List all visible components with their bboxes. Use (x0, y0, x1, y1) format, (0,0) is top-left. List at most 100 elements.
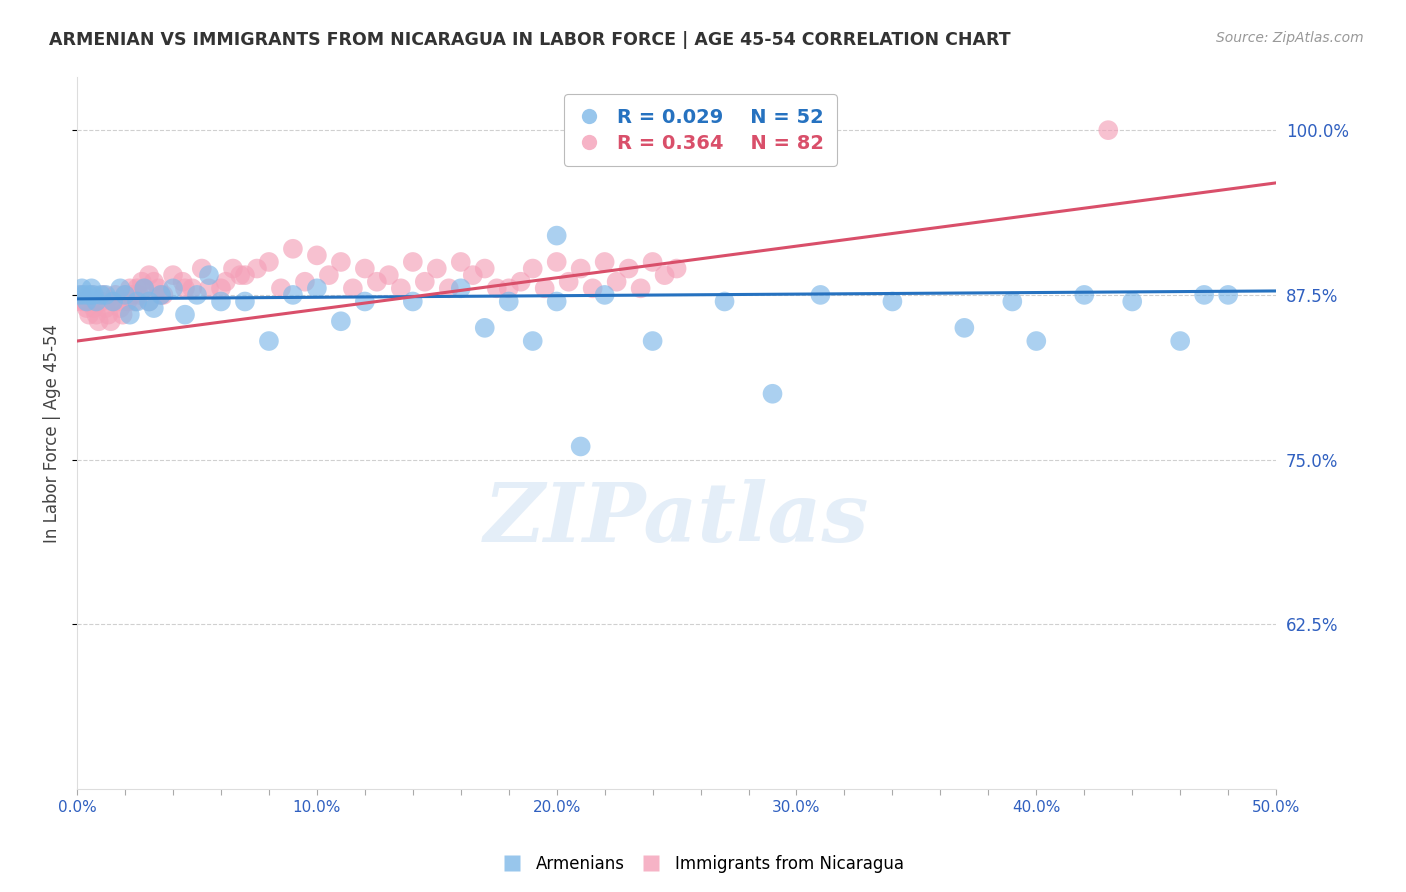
Immigrants from Nicaragua (138, 294, 160, 309)
Immigrants from Nicaragua (294, 275, 316, 289)
Armenians (474, 321, 496, 335)
Immigrants from Nicaragua (509, 275, 531, 289)
Immigrants from Nicaragua (174, 281, 197, 295)
Immigrants from Nicaragua (124, 294, 146, 309)
Immigrants from Nicaragua (93, 288, 115, 302)
Immigrants from Nicaragua (80, 288, 103, 302)
Legend: Armenians, Immigrants from Nicaragua: Armenians, Immigrants from Nicaragua (496, 848, 910, 880)
Immigrants from Nicaragua (111, 308, 134, 322)
Text: Source: ZipAtlas.com: Source: ZipAtlas.com (1216, 31, 1364, 45)
Armenians (522, 334, 544, 348)
Armenians (138, 294, 160, 309)
Armenians (125, 294, 148, 309)
Armenians (186, 288, 208, 302)
Immigrants from Nicaragua (107, 294, 129, 309)
Immigrants from Nicaragua (318, 268, 340, 282)
Immigrants from Nicaragua (546, 255, 568, 269)
Armenians (162, 281, 184, 295)
Immigrants from Nicaragua (569, 261, 592, 276)
Immigrants from Nicaragua (131, 275, 153, 289)
Immigrants from Nicaragua (181, 281, 204, 295)
Immigrants from Nicaragua (209, 281, 232, 295)
Armenians (1192, 288, 1215, 302)
Immigrants from Nicaragua (617, 261, 640, 276)
Immigrants from Nicaragua (134, 281, 156, 295)
Armenians (257, 334, 280, 348)
Immigrants from Nicaragua (582, 281, 605, 295)
Immigrants from Nicaragua (118, 281, 141, 295)
Immigrants from Nicaragua (641, 255, 664, 269)
Immigrants from Nicaragua (84, 308, 107, 322)
Armenians (83, 288, 105, 302)
Armenians (450, 281, 472, 295)
Armenians (209, 294, 232, 309)
Immigrants from Nicaragua (215, 275, 238, 289)
Armenians (810, 288, 832, 302)
Armenians (1025, 334, 1047, 348)
Immigrants from Nicaragua (125, 281, 148, 295)
Armenians (353, 294, 375, 309)
Immigrants from Nicaragua (77, 308, 100, 322)
Armenians (882, 294, 904, 309)
Immigrants from Nicaragua (533, 281, 555, 295)
Immigrants from Nicaragua (329, 255, 352, 269)
Immigrants from Nicaragua (630, 281, 652, 295)
Armenians (142, 301, 165, 315)
Text: ZIPatlas: ZIPatlas (484, 479, 869, 558)
Armenians (546, 228, 568, 243)
Immigrants from Nicaragua (148, 281, 170, 295)
Armenians (1001, 294, 1024, 309)
Armenians (76, 294, 98, 309)
Armenians (118, 308, 141, 322)
Armenians (77, 288, 100, 302)
Armenians (114, 288, 136, 302)
Immigrants from Nicaragua (150, 288, 173, 302)
Armenians (150, 288, 173, 302)
Immigrants from Nicaragua (402, 255, 425, 269)
Immigrants from Nicaragua (101, 294, 124, 309)
Immigrants from Nicaragua (100, 314, 122, 328)
Immigrants from Nicaragua (413, 275, 436, 289)
Armenians (90, 288, 112, 302)
Immigrants from Nicaragua (69, 294, 91, 309)
Immigrants from Nicaragua (498, 281, 520, 295)
Immigrants from Nicaragua (138, 268, 160, 282)
Armenians (593, 288, 616, 302)
Legend: R = 0.029    N = 52, R = 0.364    N = 82: R = 0.029 N = 52, R = 0.364 N = 82 (564, 95, 837, 166)
Immigrants from Nicaragua (342, 281, 364, 295)
Armenians (1216, 288, 1239, 302)
Immigrants from Nicaragua (110, 301, 132, 315)
Immigrants from Nicaragua (128, 288, 150, 302)
Armenians (761, 386, 783, 401)
Immigrants from Nicaragua (389, 281, 412, 295)
Armenians (110, 281, 132, 295)
Immigrants from Nicaragua (162, 268, 184, 282)
Immigrants from Nicaragua (522, 261, 544, 276)
Armenians (569, 440, 592, 454)
Immigrants from Nicaragua (257, 255, 280, 269)
Immigrants from Nicaragua (87, 314, 110, 328)
Armenians (70, 281, 93, 295)
Immigrants from Nicaragua (246, 261, 269, 276)
Armenians (84, 294, 107, 309)
Armenians (402, 294, 425, 309)
Armenians (101, 294, 124, 309)
Immigrants from Nicaragua (73, 294, 96, 309)
Immigrants from Nicaragua (233, 268, 256, 282)
Armenians (134, 281, 156, 295)
Armenians (713, 294, 735, 309)
Immigrants from Nicaragua (76, 301, 98, 315)
Immigrants from Nicaragua (557, 275, 579, 289)
Immigrants from Nicaragua (97, 308, 120, 322)
Armenians (641, 334, 664, 348)
Immigrants from Nicaragua (305, 248, 328, 262)
Immigrants from Nicaragua (654, 268, 676, 282)
Immigrants from Nicaragua (191, 261, 214, 276)
Immigrants from Nicaragua (121, 288, 143, 302)
Immigrants from Nicaragua (366, 275, 388, 289)
Immigrants from Nicaragua (437, 281, 460, 295)
Immigrants from Nicaragua (94, 301, 117, 315)
Armenians (80, 281, 103, 295)
Immigrants from Nicaragua (665, 261, 688, 276)
Armenians (498, 294, 520, 309)
